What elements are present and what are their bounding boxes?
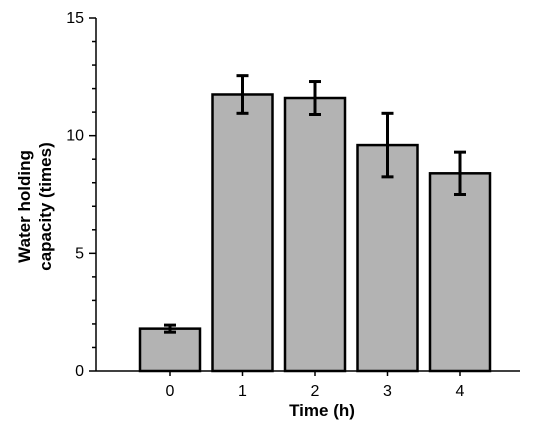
bars-layer [138, 93, 492, 373]
bar-1 [211, 93, 274, 373]
x-axis-title: Time (h) [289, 401, 355, 420]
ticks-layer [89, 17, 461, 376]
y-tick-label-5: 5 [75, 245, 84, 262]
axes-layer [95, 18, 520, 372]
error-bar-4 [454, 150, 466, 196]
error-bar-1 [236, 74, 249, 115]
error-bars-layer [164, 74, 466, 334]
bar-2 [283, 96, 347, 373]
bar-4 [428, 172, 492, 373]
y-tick-label-10: 10 [66, 128, 84, 145]
y-tick-label-0: 0 [75, 363, 84, 380]
x-tick-label-0: 0 [166, 383, 175, 400]
y-axis-title-line-2: capacity (times) [36, 142, 55, 271]
x-tick-label-3: 3 [383, 383, 392, 400]
bar-3 [356, 143, 419, 373]
error-bar-0 [164, 323, 176, 334]
x-tick-label-2: 2 [311, 383, 320, 400]
bar-0 [138, 327, 202, 373]
y-axis-title-line-1: Water holding [15, 150, 34, 263]
error-bar-3 [381, 111, 394, 179]
error-bar-2 [309, 80, 321, 116]
x-tick-label-1: 1 [238, 383, 247, 400]
x-tick-label-4: 4 [456, 383, 465, 400]
tick-labels-layer: 0 1 2 3 4 0 5 10 15 [66, 10, 464, 400]
y-tick-label-15: 15 [66, 10, 84, 27]
